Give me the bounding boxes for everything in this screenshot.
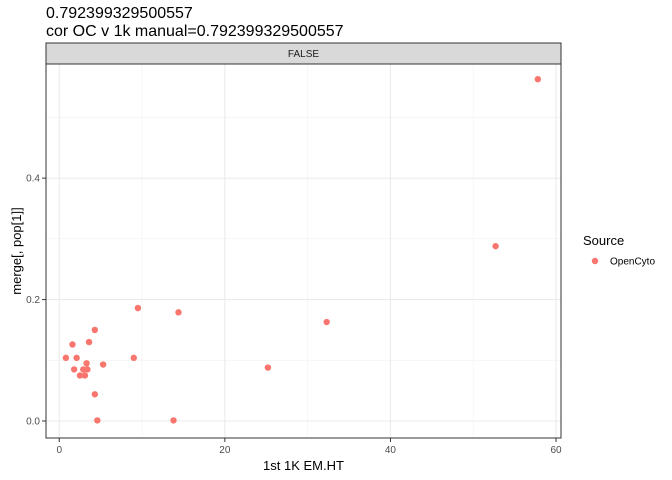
chart-subtitle: cor OC v 1k manual=0.792399329500557: [46, 23, 344, 40]
data-point: [264, 364, 272, 371]
data-point: [91, 326, 99, 334]
data-point: [69, 341, 76, 348]
panel-background: [46, 64, 561, 438]
data-point: [73, 354, 80, 362]
data-point: [81, 372, 89, 379]
data-point: [175, 309, 182, 316]
axis-ticks: 0 20 40 60 0.0 0.2 0.4: [26, 174, 562, 456]
y-tick-label: 0.2: [26, 295, 40, 306]
data-point: [85, 338, 93, 346]
x-tick-label: 60: [550, 445, 562, 456]
data-point: [76, 372, 84, 379]
x-tick-label: 40: [385, 445, 397, 456]
y-tick-label: 0.0: [26, 417, 40, 428]
data-point: [94, 417, 101, 424]
data-point: [84, 366, 91, 373]
data-point: [62, 354, 70, 362]
data-point: [91, 391, 99, 398]
y-tick-label: 0.4: [26, 174, 40, 185]
chart-title: 0.792399329500557: [46, 5, 193, 22]
data-point: [99, 361, 107, 368]
facet-strip-label: FALSE: [288, 49, 319, 60]
x-tick-label: 0: [56, 445, 62, 456]
data-point: [492, 242, 499, 250]
data-point: [534, 75, 542, 83]
data-point: [170, 417, 177, 424]
data-point: [134, 304, 142, 312]
data-point: [323, 318, 330, 326]
legend-key: [591, 257, 599, 265]
facet-strip: [45, 42, 562, 65]
data-point: [70, 366, 78, 373]
legend-label: OpenCyto: [610, 257, 655, 268]
legend: OpenCyto: [591, 257, 655, 268]
x-tick-label: 20: [219, 445, 231, 456]
data-points: [62, 75, 542, 424]
data-point: [130, 354, 137, 362]
grid-layer: [46, 64, 561, 438]
y-axis-title: merge[, pop[1]]: [9, 207, 24, 294]
data-point: [83, 360, 90, 367]
legend-title: Source: [583, 233, 624, 248]
x-axis-title: 1st 1K EM.HT: [263, 458, 344, 473]
